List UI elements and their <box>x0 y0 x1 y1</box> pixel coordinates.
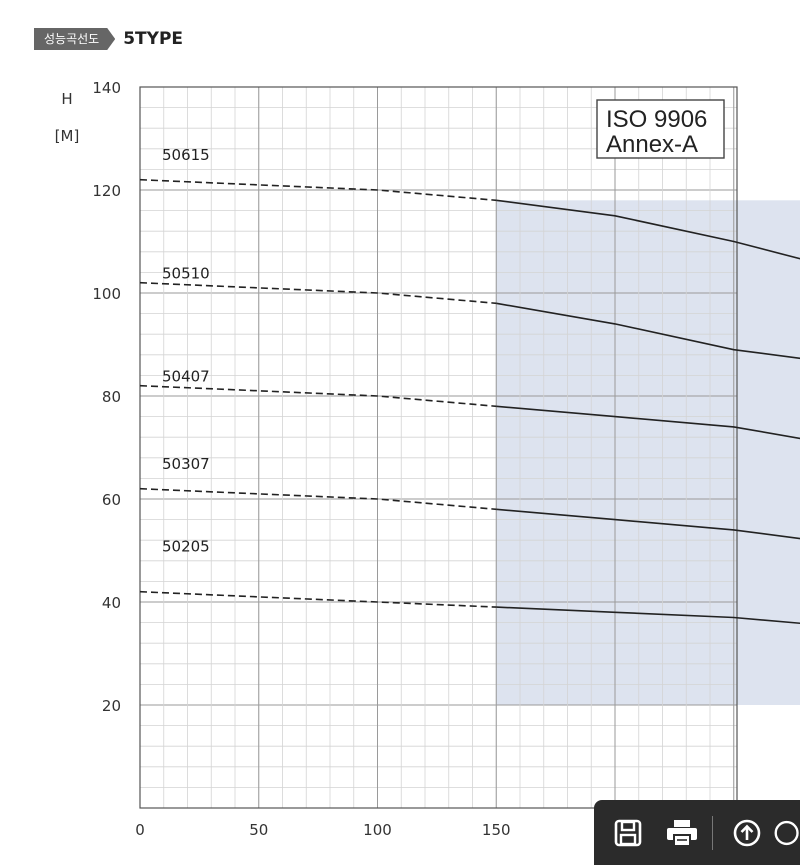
y-tick-label: 80 <box>102 388 121 406</box>
save-button[interactable] <box>608 811 648 855</box>
y-tick-label: 20 <box>102 697 121 715</box>
y-tick-label: 120 <box>92 182 121 200</box>
series-label: 50510 <box>162 264 210 282</box>
printer-icon <box>666 819 697 847</box>
annotation-box <box>596 99 725 159</box>
series-curve-dashed <box>139 590 497 608</box>
series-label: 50407 <box>162 367 210 385</box>
scroll-top-button[interactable] <box>727 811 767 855</box>
series-curve <box>496 199 800 260</box>
x-tick-label: 0 <box>135 821 145 839</box>
floating-toolbar <box>594 800 800 865</box>
series-label: 50615 <box>162 146 210 164</box>
y-axis-label: H <box>61 90 72 108</box>
series-curve <box>496 302 800 360</box>
y-tick-label: 60 <box>102 491 121 509</box>
series-curve-dashed <box>139 487 497 511</box>
annotation-text: ISO 9906 <box>606 106 707 133</box>
series-curve <box>496 606 800 625</box>
series-curve-dashed <box>139 178 497 202</box>
chart-title: 5TYPE <box>123 29 184 49</box>
circle-icon <box>774 820 799 845</box>
series-curve-dashed <box>139 384 497 408</box>
partial-toolbar-button[interactable] <box>773 811 800 855</box>
x-tick-label: 50 <box>249 821 268 839</box>
y-tick-label: 140 <box>92 79 121 97</box>
y-tick-label: 100 <box>92 285 121 303</box>
save-icon <box>614 819 642 846</box>
x-tick-label: 150 <box>482 821 511 839</box>
arrow-up-circle-icon <box>733 819 761 846</box>
section-badge: 성능곡선도 <box>34 28 115 50</box>
series-curve-dashed <box>139 281 497 305</box>
print-button[interactable] <box>662 811 702 855</box>
annotation-text: Annex-A <box>606 131 698 158</box>
chart-header: 성능곡선도 5TYPE <box>34 28 183 50</box>
series-curve <box>496 508 800 540</box>
y-axis-unit: [M] <box>55 127 80 145</box>
operating-range <box>496 200 800 706</box>
plot-frame <box>139 86 738 809</box>
series-curve <box>496 405 800 440</box>
y-tick-label: 40 <box>102 594 121 612</box>
toolbar-divider <box>711 815 713 850</box>
series-label: 50307 <box>162 455 210 473</box>
x-tick-label: 100 <box>363 821 392 839</box>
series-label: 50205 <box>162 537 210 555</box>
